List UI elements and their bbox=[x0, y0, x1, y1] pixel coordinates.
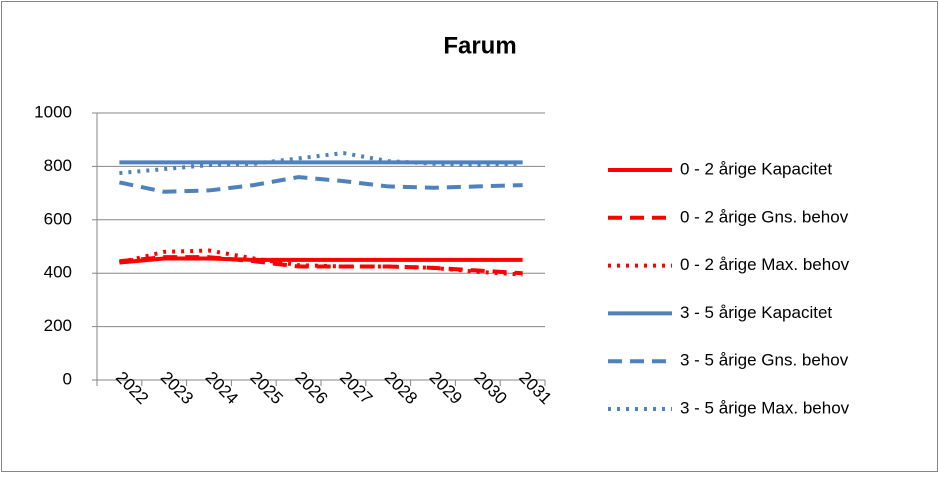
series-line bbox=[119, 255, 523, 276]
legend-label: 3 - 5 årige Max. behov bbox=[680, 398, 850, 417]
y-tick-label: 1000 bbox=[34, 102, 72, 121]
y-tick-label: 600 bbox=[44, 209, 72, 228]
y-tick-label: 400 bbox=[44, 263, 72, 282]
legend-label: 0 - 2 årige Gns. behov bbox=[680, 207, 849, 226]
series-line bbox=[118, 175, 523, 194]
y-tick-label: 0 bbox=[63, 369, 72, 388]
y-tick-label: 200 bbox=[44, 316, 72, 335]
legend-label: 0 - 2 årige Max. behov bbox=[680, 255, 850, 274]
y-tick-label: 800 bbox=[44, 156, 72, 175]
legend-label: 3 - 5 årige Kapacitet bbox=[680, 303, 832, 322]
chart-title: Farum bbox=[443, 32, 516, 59]
legend-label: 0 - 2 årige Kapacitet bbox=[680, 159, 832, 178]
legend-label: 3 - 5 årige Gns. behov bbox=[680, 351, 849, 370]
